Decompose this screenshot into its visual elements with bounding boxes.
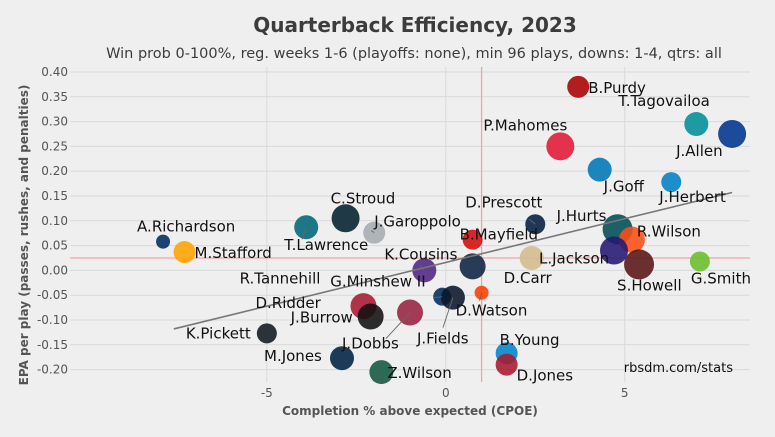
- point-label: K.Pickett: [186, 324, 251, 342]
- point-label: J.Fields: [416, 330, 469, 348]
- point-label: D.Prescott: [465, 193, 542, 211]
- point-label: T.Tagovailoa: [617, 92, 710, 110]
- qb-point: [495, 353, 518, 376]
- qb-point: [684, 112, 709, 137]
- point-label: A.Richardson: [137, 218, 235, 236]
- point-label: R.Wilson: [637, 223, 701, 241]
- y-tick-label: -0.05: [37, 288, 68, 302]
- point-label: J.Herbert: [658, 188, 726, 206]
- x-axis-ticks: -5 0 5: [261, 386, 629, 400]
- qb-point: [718, 119, 747, 148]
- qb-point: [462, 229, 483, 250]
- y-tick-label: 0.35: [41, 90, 68, 104]
- y-tick-label: 0.30: [41, 115, 68, 129]
- point-label: B.Young: [500, 331, 560, 349]
- point-label: B.Mayfield: [460, 226, 538, 244]
- y-tick-label: 0.40: [41, 65, 68, 79]
- y-tick-label: 0.25: [41, 139, 68, 153]
- x-axis-label: Completion % above expected (CPOE): [282, 404, 538, 418]
- qb-point: [357, 303, 384, 330]
- label-leader: [434, 296, 443, 299]
- point-label: M.Stafford: [195, 244, 272, 262]
- qb-point: [519, 245, 544, 270]
- point-label: G.Smith: [691, 269, 751, 287]
- point-label: D.Ridder: [255, 294, 321, 312]
- credit-text: rbsdm.com/stats: [624, 361, 733, 376]
- point-label: C.Stroud: [331, 189, 396, 207]
- y-tick-label: -0.20: [37, 363, 68, 377]
- qb-point: [689, 251, 710, 272]
- point-label: D.Watson: [456, 302, 528, 320]
- y-tick-label: 0.20: [41, 164, 68, 178]
- label-leader: [528, 218, 536, 225]
- data-points: [156, 75, 747, 385]
- chart-subtitle: Win prob 0-100%, reg. weeks 1-6 (playoff…: [106, 46, 722, 62]
- point-label: P.Mahomes: [483, 116, 567, 134]
- qb-point: [330, 346, 354, 371]
- qb-point: [624, 249, 655, 280]
- point-label: T.Lawrence: [283, 236, 368, 254]
- label-leader: [385, 312, 411, 339]
- x-tick-label: 5: [621, 386, 629, 400]
- qb-point: [661, 172, 682, 193]
- point-label: J.Allen: [675, 142, 723, 160]
- point-label: Z.Wilson: [387, 364, 451, 382]
- x-tick-label: -5: [261, 386, 273, 400]
- qb-point: [587, 157, 612, 182]
- y-tick-label: 0.00: [41, 263, 68, 277]
- qb-point: [567, 75, 590, 98]
- label-leader-lines: [301, 218, 536, 339]
- label-leader: [442, 297, 454, 328]
- qb-point: [459, 253, 486, 280]
- qb-point: [369, 360, 394, 385]
- point-label: K.Cousins: [384, 245, 457, 263]
- point-label: S.Howell: [617, 276, 682, 294]
- point-label: M.Jones: [264, 347, 322, 365]
- qb-point: [331, 204, 360, 233]
- point-label: G.Minshew II: [330, 273, 425, 291]
- label-leader: [370, 230, 375, 234]
- y-tick-label: 0.05: [41, 239, 68, 253]
- y-axis-label: EPA per play (passes, rushes, and penalt…: [17, 85, 31, 386]
- x-tick-label: 0: [442, 386, 450, 400]
- point-label: D.Carr: [504, 269, 553, 287]
- point-label: J.Hurts: [556, 207, 607, 225]
- qb-point: [173, 241, 196, 264]
- point-label: J.Burrow: [290, 309, 353, 327]
- point-label: J.Goff: [603, 178, 645, 196]
- label-leader: [301, 227, 307, 240]
- point-label: J.Dobbs: [341, 335, 399, 353]
- qb-point: [156, 234, 171, 249]
- y-tick-label: 0.15: [41, 189, 68, 203]
- point-label: R.Tannehill: [240, 269, 321, 287]
- point-label: J.Garoppolo: [373, 213, 461, 231]
- point-label: B.Purdy: [588, 79, 646, 97]
- y-tick-label: -0.10: [37, 313, 68, 327]
- point-label: D.Jones: [517, 367, 574, 385]
- point-label: L.Jackson: [539, 250, 609, 268]
- qb-point: [546, 132, 575, 161]
- trendline: [173, 191, 733, 330]
- qb-point: [600, 236, 628, 265]
- label-leader: [479, 292, 483, 301]
- y-tick-label: -0.15: [37, 338, 68, 352]
- y-tick-label: 0.10: [41, 214, 68, 228]
- y-axis-ticks: -0.20 -0.15 -0.10 -0.05 0.00 0.05 0.10 0.15 0.20…: [37, 65, 68, 377]
- qb-point: [256, 323, 277, 344]
- label-leader: [419, 265, 425, 271]
- chart-title: Quarterback Efficiency, 2023: [253, 13, 577, 37]
- trendline-group: [173, 191, 733, 330]
